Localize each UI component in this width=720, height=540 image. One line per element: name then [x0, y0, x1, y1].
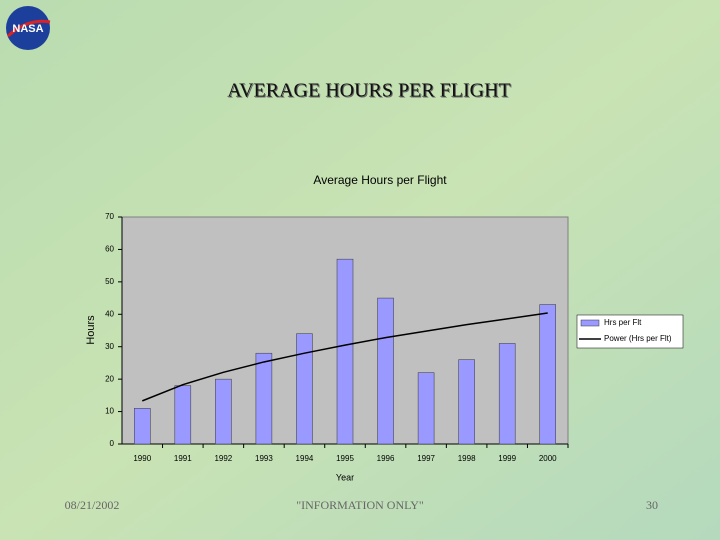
logo-swoosh	[6, 19, 51, 38]
y-tick-label: 20	[105, 374, 114, 383]
bar	[174, 385, 192, 445]
page-number: 30	[646, 498, 658, 512]
x-tick-label: 2000	[539, 454, 557, 463]
x-tick-label: 1992	[214, 454, 232, 463]
bar	[539, 304, 556, 445]
y-tick-label: 0	[110, 439, 115, 448]
y-axis-label: Hours	[85, 315, 97, 345]
x-tick-label: 1995	[336, 454, 354, 463]
legend-swatch	[580, 319, 600, 327]
footer-text: "INFORMATION ONLY"	[296, 498, 424, 512]
logo-circle	[6, 6, 50, 50]
y-tick-label: 50	[105, 277, 114, 286]
y-tick-label: 10	[105, 407, 114, 416]
bar	[377, 297, 394, 445]
x-tick-label: 1998	[458, 454, 476, 463]
bar	[458, 359, 475, 445]
trend-line	[141, 312, 548, 402]
bar	[255, 352, 273, 445]
bar	[296, 333, 313, 445]
x-axis-label: Year	[336, 472, 354, 482]
slide-title: AVERAGE HOURS PER FLIGHT	[227, 80, 511, 102]
footer-date: 08/21/2002	[65, 498, 120, 512]
y-tick-label: 60	[105, 245, 114, 254]
x-tick-label: 1994	[296, 454, 314, 463]
legend-label: Power (Hrs per Flt)	[604, 334, 672, 343]
bar	[215, 378, 232, 445]
x-tick-label: 1991	[174, 454, 192, 463]
x-tick-label: 1999	[498, 454, 516, 463]
y-tick-label: 30	[105, 342, 114, 351]
y-tick-label: 40	[105, 309, 114, 318]
bar	[134, 408, 151, 445]
bar	[336, 258, 354, 445]
x-tick-label: 1990	[133, 454, 151, 463]
bar	[417, 372, 435, 445]
x-tick-label: 1993	[255, 454, 273, 463]
x-tick-label: 1996	[377, 454, 395, 463]
legend-label: Hrs per Flt	[604, 318, 642, 327]
slide-title-shadow: AVERAGE HOURS PER FLIGHT	[228, 81, 512, 103]
chart-title: Average Hours per Flight	[313, 173, 447, 187]
y-tick-label: 70	[105, 212, 114, 221]
x-tick-label: 1997	[417, 454, 435, 463]
logo-text: NASA	[12, 23, 43, 35]
bar	[498, 343, 516, 445]
